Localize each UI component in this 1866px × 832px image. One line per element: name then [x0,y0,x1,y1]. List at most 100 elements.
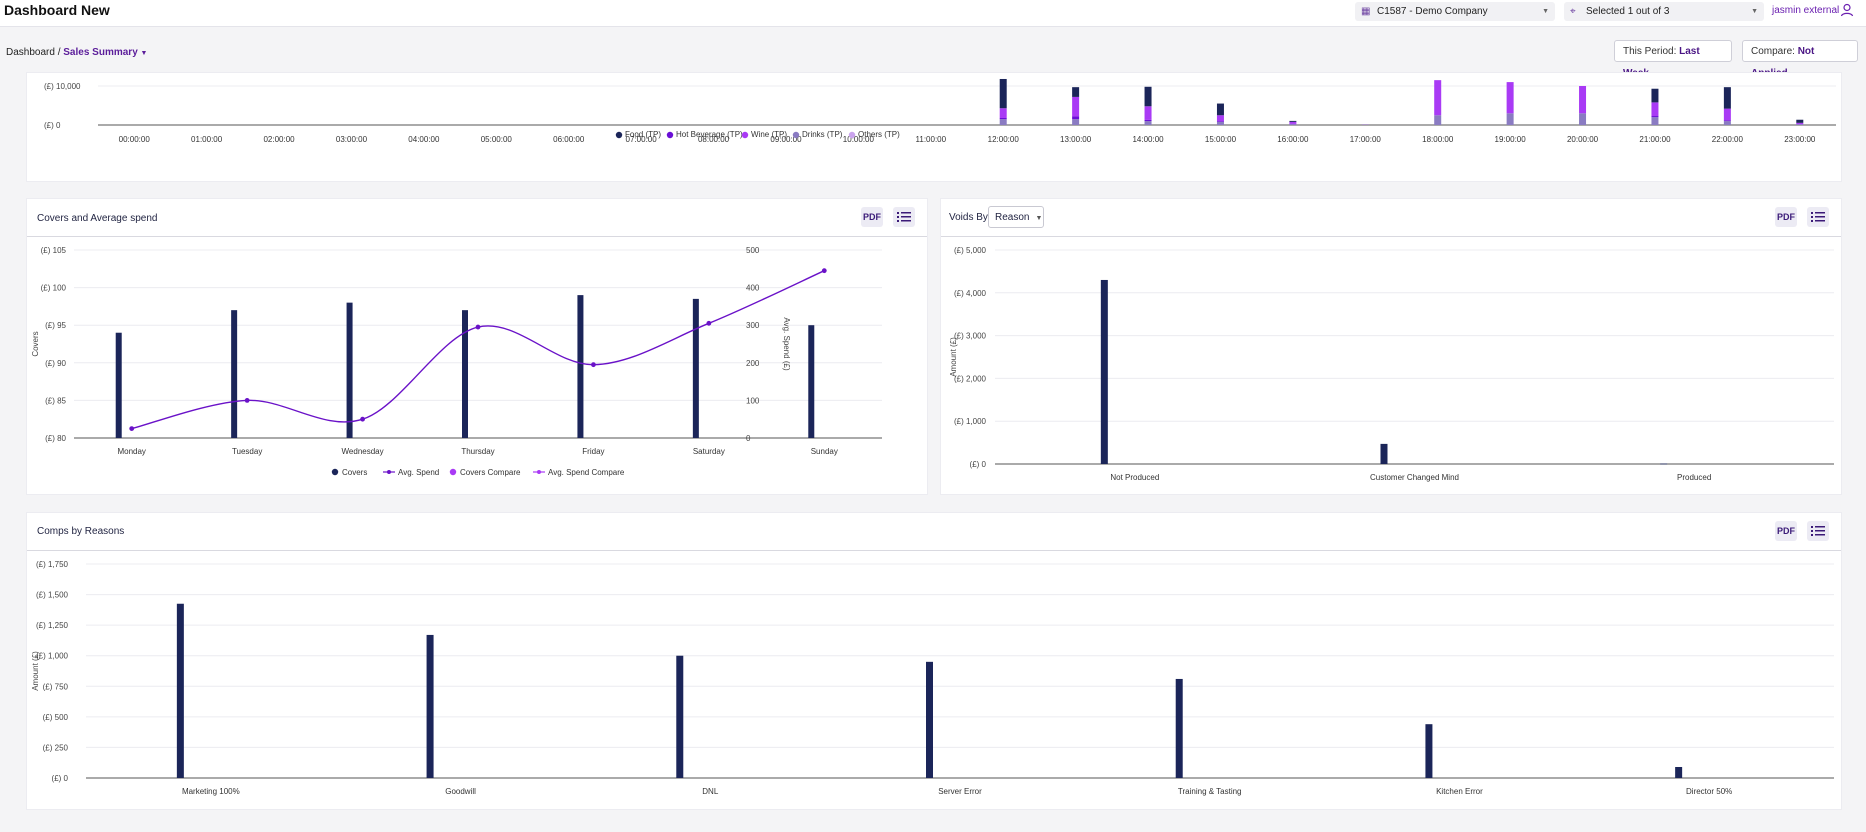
voids-card-title: Voids By [949,212,988,223]
hourly-sales-chart: (£) 0 (£) 10,000 00:00:00 01:00:00 02:00:00 0… [44,78,1836,144]
hourly-bar-segment [1796,119,1804,123]
user-name[interactable]: jasmin external [1772,5,1840,16]
hourly-bar-segment [1072,116,1080,120]
legend-marker [537,470,541,474]
covers-chart: (£) 80 (£) 85 (£) 90 (£) 95 (£) 100 (£) 105 0 1… [31,246,882,477]
hourly-bar-segment [999,108,1007,118]
covers-bar [577,295,584,438]
y-left-tick-label: (£) 80 [45,434,66,443]
y-tick-label: (£) 0 [44,121,61,130]
pdf-button[interactable]: PDF [861,207,883,227]
avg-spend-point [129,426,135,431]
bar [1380,443,1388,464]
hourly-bar-segment [1216,103,1224,116]
legend-marker [449,468,457,476]
x-tick-label: 09:00:00 [770,135,802,144]
legend-label: Avg. Spend Compare [548,468,625,477]
avg-spend-point [360,416,365,422]
legend-label: Wine (TP) [751,130,787,139]
hourly-bar-segment [1723,120,1731,122]
comps-chart: (£) 0 (£) 250 (£) 500 (£) 750 (£) 1,000 (£) 1… [31,560,1834,796]
x-tick-label: 15:00:00 [1205,135,1237,144]
list-icon [897,212,911,222]
legend-label: Others (TP) [858,130,900,139]
location-pin-icon: ⌖ [1570,6,1576,17]
site-selector[interactable]: ⌖ Selected 1 out of 3 ▼ [1564,2,1764,21]
list-view-button[interactable] [1807,207,1829,227]
user-icon[interactable] [1840,3,1854,17]
x-tick-label: 05:00:00 [481,135,513,144]
y-axis-label: Amount (£) [949,337,958,377]
covers-bar [808,325,815,438]
hourly-bar-segment [1723,87,1731,109]
y-right-tick-label: 0 [746,434,751,443]
company-selector[interactable]: ▦ C1587 - Demo Company ▼ [1355,2,1555,21]
y-left-tick-label: (£) 105 [41,246,67,255]
list-view-button[interactable] [893,207,915,227]
y-tick-label: (£) 1,250 [36,621,69,630]
x-tick-label: Not Produced [1110,473,1159,482]
bar [1100,279,1108,464]
y-tick-label: (£) 750 [43,682,69,691]
pdf-button[interactable]: PDF [1775,521,1797,541]
x-tick-label: Produced [1677,473,1711,482]
chevron-down-icon: ▼ [140,50,148,57]
breadcrumb-current[interactable]: Sales Summary [63,47,138,58]
x-tick-label: 13:00:00 [1060,135,1092,144]
x-tick-label: DNL [702,787,719,796]
list-view-button[interactable] [1807,521,1829,541]
y-tick-label: (£) 3,000 [954,332,987,341]
x-tick-label: Monday [117,447,145,456]
y-right-tick-label: 400 [746,284,760,293]
hourly-bar-segment [1506,113,1514,125]
x-tick-label: 12:00:00 [988,135,1020,144]
hourly-bar-segment [1216,121,1224,125]
y-tick-label: (£) 250 [43,743,69,752]
voids-reason-select[interactable]: Reason ▼ [988,206,1044,228]
chevron-down-icon: ▼ [1542,8,1549,15]
legend-marker [387,470,391,474]
x-tick-label: Training & Tasting [1178,787,1242,796]
x-tick-label: 19:00:00 [1495,135,1527,144]
period-button[interactable]: This Period: Last Week ▼ [1614,40,1732,79]
pdf-button[interactable]: PDF [1775,207,1797,227]
compare-button[interactable]: Compare: Not Applied ▼ [1742,40,1858,79]
y-tick-label: (£) 1,000 [954,417,987,426]
y-tick-label: (£) 10,000 [44,82,81,91]
hourly-bar-segment [1072,87,1080,97]
breadcrumb-root[interactable]: Dashboard [6,47,55,58]
list-icon [1811,526,1825,536]
breadcrumb-separator: / [57,47,61,58]
x-tick-label: Friday [582,447,604,456]
hourly-bar-segment [1651,117,1659,125]
chevron-down-icon: ▼ [1035,215,1043,222]
hourly-bar-segment [999,119,1007,125]
y-tick-label: (£) 1,750 [36,560,69,569]
y-tick-label: (£) 0 [52,774,69,783]
hourly-bar-segment [1216,115,1224,122]
y-left-tick-label: (£) 100 [41,284,67,293]
y-right-axis-label: Avg. Spend (£) [782,317,791,371]
x-tick-label: 23:00:00 [1784,135,1816,144]
x-tick-label: Saturday [693,447,725,456]
avg-spend-point [244,398,250,403]
comps-card: Comps by Reasons PDF [26,512,1842,810]
card-header-divider [27,236,927,237]
x-tick-label: 04:00:00 [408,135,440,144]
x-tick-label: 20:00:00 [1567,135,1599,144]
voids-chart: (£) 0 (£) 1,000 (£) 2,000 (£) 3,000 (£) 4,00… [949,246,1834,482]
y-left-axis-label: Covers [31,331,40,356]
x-tick-label: 08:00:00 [698,135,730,144]
avg-spend-point [706,320,712,326]
x-tick-label: Goodwill [445,787,476,796]
hourly-bar-segment [1144,121,1152,125]
x-tick-label: 22:00:00 [1712,135,1744,144]
legend-marker [666,131,674,139]
card-header-divider [27,550,1841,551]
avg-spend-point [821,268,827,274]
hourly-bar-segment [1506,82,1514,114]
x-tick-label: Thursday [461,447,494,456]
hourly-bar-segment [1651,116,1659,118]
legend-marker [792,131,800,139]
x-tick-label: Sunday [811,447,838,456]
